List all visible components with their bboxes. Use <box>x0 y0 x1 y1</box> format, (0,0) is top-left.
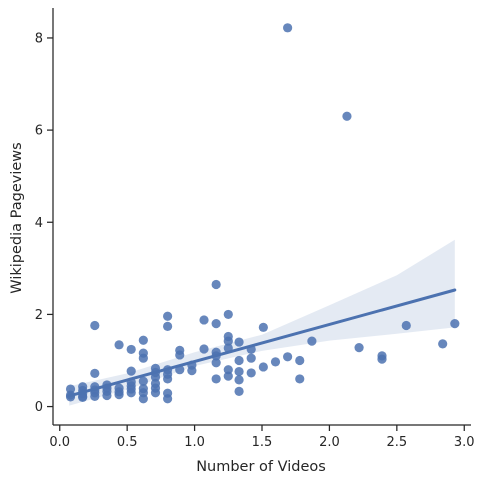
y-tick-label: 2 <box>35 308 43 323</box>
data-point <box>283 23 293 33</box>
y-tick-label: 4 <box>35 216 43 231</box>
data-point <box>187 366 197 376</box>
data-point <box>163 321 173 331</box>
data-point <box>114 389 124 400</box>
data-point <box>163 311 173 321</box>
data-point <box>342 111 352 121</box>
x-tick-label: 3.0 <box>454 435 475 450</box>
data-point <box>138 394 148 404</box>
data-point <box>175 350 185 360</box>
data-point <box>138 376 148 386</box>
x-tick-label: 1.5 <box>252 435 273 450</box>
y-tick-label: 0 <box>35 400 43 415</box>
data-point <box>234 355 244 366</box>
data-point <box>270 357 281 367</box>
data-point <box>246 368 256 378</box>
y-axis-ticks: 0 2 4 6 8 <box>35 31 53 415</box>
data-point <box>223 309 233 320</box>
data-point <box>199 315 209 325</box>
data-point <box>150 388 161 398</box>
data-point <box>450 319 460 329</box>
x-tick-label: 1.0 <box>184 435 205 450</box>
x-tick-label: 2.0 <box>319 435 340 450</box>
data-point <box>126 366 136 376</box>
data-point <box>223 371 233 381</box>
x-axis-label: Number of Videos <box>196 459 326 475</box>
y-tick-label: 6 <box>35 124 43 139</box>
data-point <box>138 335 148 345</box>
data-point <box>90 320 100 331</box>
data-point <box>102 390 112 401</box>
data-point <box>150 372 161 382</box>
x-tick-label: 0.0 <box>49 435 70 450</box>
data-point <box>138 353 148 363</box>
data-point <box>438 339 448 349</box>
y-tick-label: 8 <box>35 31 43 46</box>
y-axis-label: Wikipedia Pageviews <box>9 142 25 293</box>
data-point <box>223 336 233 346</box>
data-point <box>283 352 293 362</box>
data-point <box>223 365 233 375</box>
data-point <box>258 362 268 372</box>
x-tick-label: 2.5 <box>386 435 407 450</box>
data-point <box>354 342 364 353</box>
data-point <box>234 386 244 396</box>
data-points <box>65 23 460 404</box>
data-point <box>126 388 136 398</box>
data-point <box>211 358 221 368</box>
data-point <box>163 394 173 404</box>
x-axis-ticks: 0.0 0.5 1.0 1.5 2.0 2.5 3.0 <box>49 425 475 450</box>
data-point <box>258 322 268 332</box>
x-tick-label: 0.5 <box>117 435 138 450</box>
data-point <box>126 344 136 355</box>
plot-area <box>65 23 460 406</box>
data-point <box>246 353 256 363</box>
data-point <box>401 320 411 331</box>
data-point <box>295 374 305 384</box>
data-point <box>211 374 221 384</box>
data-point <box>163 374 173 384</box>
data-point <box>295 355 305 366</box>
data-point <box>234 366 244 377</box>
regression-line <box>67 288 457 398</box>
data-point <box>199 344 209 354</box>
data-point <box>90 368 100 378</box>
data-point <box>211 319 221 329</box>
data-point <box>211 279 221 290</box>
data-point <box>377 354 387 364</box>
data-point <box>114 340 124 350</box>
data-point <box>307 336 317 346</box>
data-point <box>90 391 100 402</box>
data-point <box>234 337 244 347</box>
confidence-band <box>69 239 455 406</box>
data-point <box>234 375 244 385</box>
data-point <box>78 392 88 402</box>
